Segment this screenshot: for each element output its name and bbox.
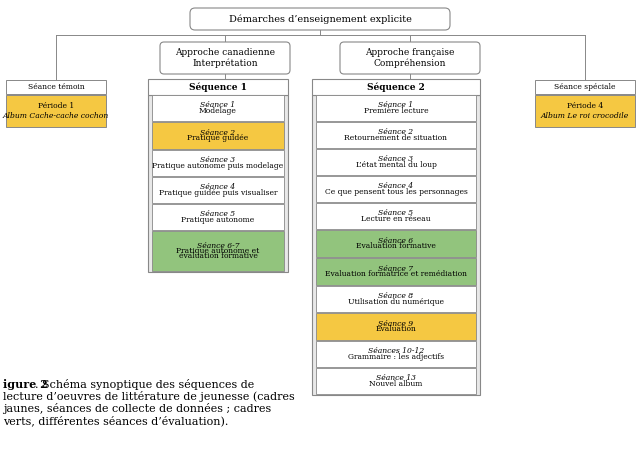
Bar xyxy=(316,286,476,312)
Text: Séances 10-12: Séances 10-12 xyxy=(368,348,424,356)
Text: Séance 2: Séance 2 xyxy=(378,129,413,137)
Bar xyxy=(316,122,476,148)
Text: Pratique autonome puis modelage: Pratique autonome puis modelage xyxy=(153,162,283,170)
Bar xyxy=(312,79,480,95)
Bar xyxy=(148,95,288,272)
Bar xyxy=(535,80,635,94)
Bar xyxy=(535,95,635,127)
Bar xyxy=(152,204,284,230)
Bar xyxy=(316,258,476,285)
Text: Séance 4: Séance 4 xyxy=(201,183,235,191)
Text: Séance 8: Séance 8 xyxy=(378,292,413,300)
Bar xyxy=(316,313,476,340)
Bar xyxy=(6,95,106,127)
Bar xyxy=(152,231,284,271)
Text: Séance 6: Séance 6 xyxy=(378,237,413,245)
Bar xyxy=(148,79,288,95)
Text: Séance 4: Séance 4 xyxy=(378,182,413,190)
Text: Pratique guidée puis visualiser: Pratique guidée puis visualiser xyxy=(159,188,278,196)
Text: lecture d’oeuvres de littérature de jeunesse (cadres: lecture d’oeuvres de littérature de jeun… xyxy=(3,391,295,403)
Text: Séance 13: Séance 13 xyxy=(376,374,416,382)
Text: Ce que pensent tous les personnages: Ce que pensent tous les personnages xyxy=(324,187,467,195)
Text: Approche française
Compréhension: Approche française Compréhension xyxy=(365,48,454,68)
Text: Séance 9: Séance 9 xyxy=(378,320,413,328)
Text: Séance 1: Séance 1 xyxy=(378,101,413,109)
Text: Lecture en réseau: Lecture en réseau xyxy=(361,215,431,223)
Text: Approche canadienne
Interprétation: Approche canadienne Interprétation xyxy=(175,48,275,68)
Text: Séquence 1: Séquence 1 xyxy=(189,82,247,92)
FancyBboxPatch shape xyxy=(160,42,290,74)
Bar xyxy=(312,95,480,395)
Text: Grammaire : les adjectifs: Grammaire : les adjectifs xyxy=(348,353,444,361)
Bar xyxy=(316,230,476,257)
Text: verts, différentes séances d’évaluation).: verts, différentes séances d’évaluation)… xyxy=(3,415,228,426)
Text: Séance 2: Séance 2 xyxy=(201,129,235,137)
Text: Séance 5: Séance 5 xyxy=(378,210,413,218)
Text: igure 2: igure 2 xyxy=(3,380,47,390)
Bar xyxy=(152,177,284,203)
Text: Séance 3: Séance 3 xyxy=(201,156,235,164)
Bar xyxy=(152,122,284,149)
Text: Première lecture: Première lecture xyxy=(363,106,428,114)
Text: Séance 7: Séance 7 xyxy=(378,265,413,273)
Text: Modelage: Modelage xyxy=(199,106,237,114)
Text: Séance spéciale: Séance spéciale xyxy=(554,83,616,91)
Text: Séance 3: Séance 3 xyxy=(378,155,413,163)
Text: Séquence 2: Séquence 2 xyxy=(367,82,425,92)
FancyBboxPatch shape xyxy=(340,42,480,74)
Text: Utilisation du numérique: Utilisation du numérique xyxy=(348,298,444,306)
Text: Evaluation formatrice et remédiation: Evaluation formatrice et remédiation xyxy=(325,270,467,278)
Bar xyxy=(6,80,106,94)
Text: Retournement de situation: Retournement de situation xyxy=(344,134,447,142)
Text: Séance 5: Séance 5 xyxy=(201,211,235,219)
Text: Album Le roi crocodile: Album Le roi crocodile xyxy=(541,112,629,120)
Text: . Schéma synoptique des séquences de: . Schéma synoptique des séquences de xyxy=(35,380,254,390)
FancyBboxPatch shape xyxy=(190,8,450,30)
Text: jaunes, séances de collecte de données ; cadres: jaunes, séances de collecte de données ;… xyxy=(3,404,271,414)
Text: Album Cache-cache cochon: Album Cache-cache cochon xyxy=(3,112,109,120)
Bar xyxy=(152,95,284,121)
Text: Nouvel album: Nouvel album xyxy=(369,380,422,388)
Text: Evaluation: Evaluation xyxy=(376,325,417,333)
Text: Séance témoin: Séance témoin xyxy=(28,83,85,91)
Bar xyxy=(316,203,476,229)
Bar xyxy=(152,150,284,176)
Text: Démarches d’enseignement explicite: Démarches d’enseignement explicite xyxy=(229,14,412,24)
Text: évaluation formative: évaluation formative xyxy=(179,252,258,260)
Bar xyxy=(316,149,476,175)
Text: Séance 6-7: Séance 6-7 xyxy=(197,242,239,250)
Text: Pratique guidée: Pratique guidée xyxy=(187,134,249,142)
Text: Pratique autonome: Pratique autonome xyxy=(181,216,254,224)
Text: Période 4: Période 4 xyxy=(567,102,603,110)
Text: Séance 1: Séance 1 xyxy=(201,101,235,109)
Text: Evaluation formative: Evaluation formative xyxy=(356,242,436,250)
Text: Période 1: Période 1 xyxy=(38,102,74,110)
Bar xyxy=(316,368,476,394)
Text: L’état mental du loup: L’état mental du loup xyxy=(356,161,437,169)
Bar xyxy=(316,95,476,121)
Text: Pratique autonome et: Pratique autonome et xyxy=(176,247,260,255)
Bar xyxy=(316,341,476,367)
Bar xyxy=(316,176,476,202)
